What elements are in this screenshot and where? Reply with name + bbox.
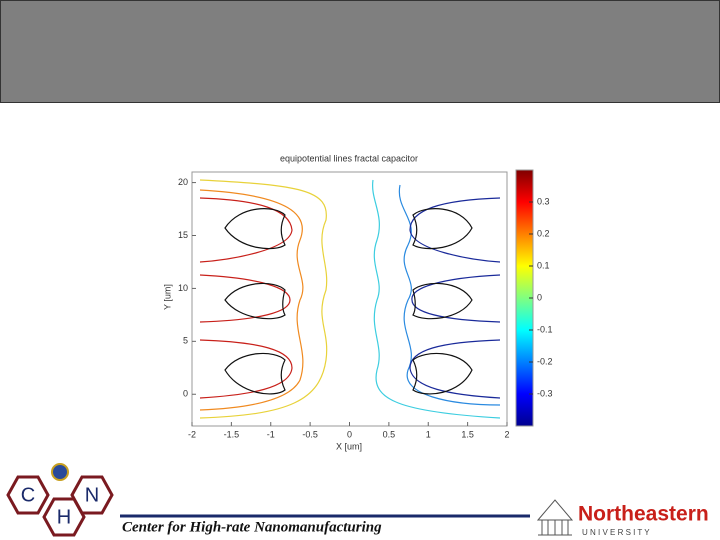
plot-title: equipotential lines fractal capacitor [280,153,418,163]
x-tick-label: -1.5 [224,429,240,439]
colorbar-tick-label: -0.3 [537,388,553,398]
x-axis-label: X [um] [336,441,362,451]
y-tick-label: 0 [183,389,188,399]
colorbar-tick-label: 0 [537,292,542,302]
x-tick-label: 2 [504,429,509,439]
footer-text: Center for High-rate Nanomanufacturing [122,519,382,535]
logo-letter: C [21,484,35,506]
x-tick-label: -1 [267,429,275,439]
x-tick-label: 0 [347,429,352,439]
colorbar-tick-label: -0.1 [537,324,553,334]
colorbar-tick-label: -0.2 [537,356,553,366]
x-tick-label: 1 [426,429,431,439]
plot-frame [191,171,508,427]
header-bar [0,0,720,103]
university-name: Northeastern [578,503,709,526]
logo-letter: H [57,506,71,528]
colorbar-tick-label: 0.3 [537,196,550,206]
colorbar-tick-label: 0.2 [537,228,550,238]
university-seal [536,499,574,536]
x-tick-label: 1.5 [461,429,474,439]
university-sub: U N I V E R S I T Y [582,528,650,537]
logo-letter: N [85,484,99,506]
x-tick-label: 0.5 [383,429,396,439]
contours [199,179,501,419]
colorbar-tick-label: 0.1 [537,260,550,270]
x-tick-label: -2 [188,429,196,439]
y-tick-label: 20 [178,177,188,187]
x-tick-label: -0.5 [302,429,318,439]
chn-logo [6,463,114,537]
y-tick-label: 5 [183,336,188,346]
y-tick-label: 10 [178,283,188,293]
y-tick-label: 15 [178,230,188,240]
y-axis-label: Y [um] [162,284,172,310]
